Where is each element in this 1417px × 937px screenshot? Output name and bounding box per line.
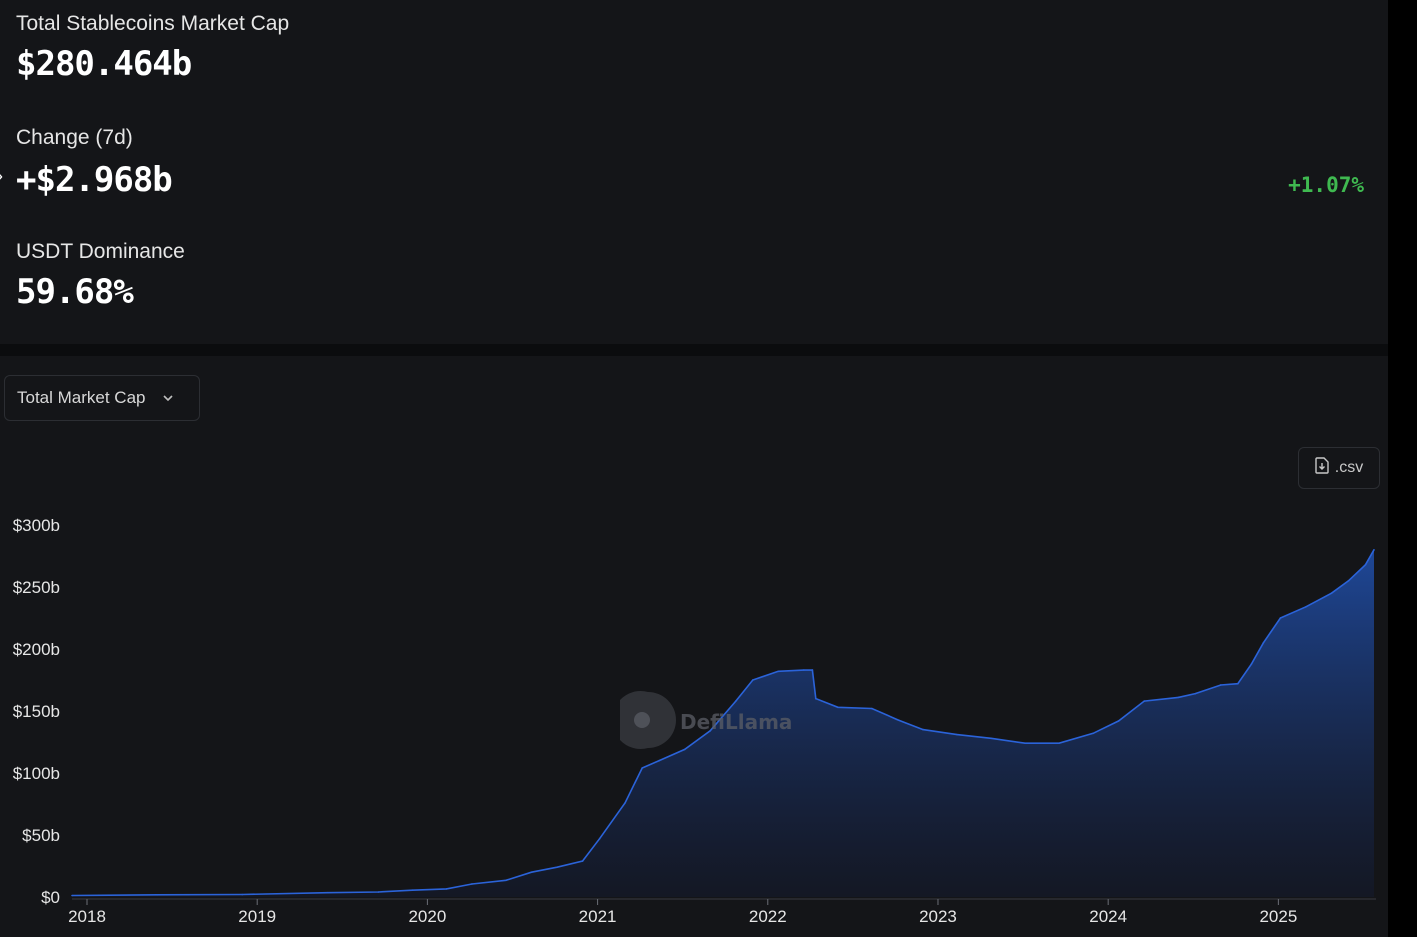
data-point [777,670,780,673]
data-point [581,860,584,862]
y-tick-label: $200b [13,640,60,659]
x-tick-label: 2022 [749,907,787,926]
data-point [1194,692,1197,695]
data-point [1279,617,1282,619]
data-point [814,697,817,700]
data-point [803,669,805,671]
x-axis: 2018 2019 2020 2021 2022 2023 2024 2025 [68,898,1376,926]
change-value: +$2.968b [16,160,173,200]
market-cap-chart: $0 $50b $100b $150b $200b $250b $300b 2018 2019… [13,516,1376,926]
y-tick-label: $50b [22,826,60,845]
download-csv-button[interactable]: .csv [1298,447,1380,489]
data-point [1262,642,1265,644]
market-cap-value: $280.464b [16,44,192,84]
data-point [445,888,448,890]
y-tick-label: $100b [13,764,60,783]
watermark: DefiLlama [620,690,792,750]
watermark-text: DefiLlama [680,710,792,734]
data-point [1250,663,1253,665]
y-tick-label: $300b [13,516,60,535]
y-tick-label: $250b [13,578,60,597]
data-point [156,893,158,896]
data-point [241,893,243,896]
data-point [751,679,754,681]
data-point [922,728,924,731]
data-point [1092,732,1094,735]
data-point [837,706,839,709]
data-point [1024,742,1026,745]
data-point [896,718,899,721]
data-point [471,883,473,885]
data-point [71,894,73,897]
x-tick-label: 2023 [919,907,957,926]
data-point [411,889,414,891]
data-point [624,801,626,804]
expand-arrow-icon[interactable]: › [0,166,3,187]
data-point [556,866,558,869]
data-point [1117,720,1120,722]
y-tick-label: $150b [13,702,60,721]
change-label: Change (7d) [16,126,133,149]
x-tick-label: 2019 [238,907,276,926]
file-download-icon [1315,457,1329,479]
data-point [1237,682,1239,685]
data-point [990,737,992,740]
metric-select-label: Total Market Cap [17,388,146,407]
x-tick-label: 2020 [408,907,446,926]
data-point [1305,606,1307,608]
data-point [1330,592,1333,594]
data-point [326,891,329,894]
data-point [505,879,507,882]
data-point [1177,696,1180,699]
data-point [1143,700,1146,702]
dominance-value: 59.68% [16,272,134,312]
data-point [734,700,737,702]
metric-select[interactable]: Total Market Cap [4,375,200,421]
y-axis: $0 $50b $100b $150b $200b $250b $300b [13,516,60,907]
data-point [811,669,814,671]
data-point [641,767,643,769]
data-point [683,748,686,751]
data-point [1220,684,1222,686]
x-tick-label: 2021 [579,907,617,926]
data-point [598,837,601,840]
change-percent: +1.07% [1288,173,1364,197]
data-points [71,549,1375,897]
data-point [871,707,873,710]
data-point [1058,742,1060,745]
stats-panel [0,0,1388,344]
dominance-label: USDT Dominance [16,240,185,263]
csv-label: .csv [1334,459,1364,476]
y-tick-label: $0 [41,888,60,907]
data-point [1364,563,1367,566]
data-point [377,891,380,893]
data-point [1373,549,1375,551]
data-point [658,759,660,762]
data-point [956,733,958,736]
panel-divider [0,344,1388,356]
data-point [530,871,533,873]
market-cap-area [72,549,1374,897]
market-cap-label: Total Stablecoins Market Cap [16,12,290,35]
x-tick-label: 2018 [68,907,106,926]
x-tick-label: 2025 [1259,907,1297,926]
data-point [1347,580,1350,582]
data-point [709,730,712,732]
chevron-down-icon [162,391,174,405]
x-tick-label: 2024 [1089,907,1127,926]
